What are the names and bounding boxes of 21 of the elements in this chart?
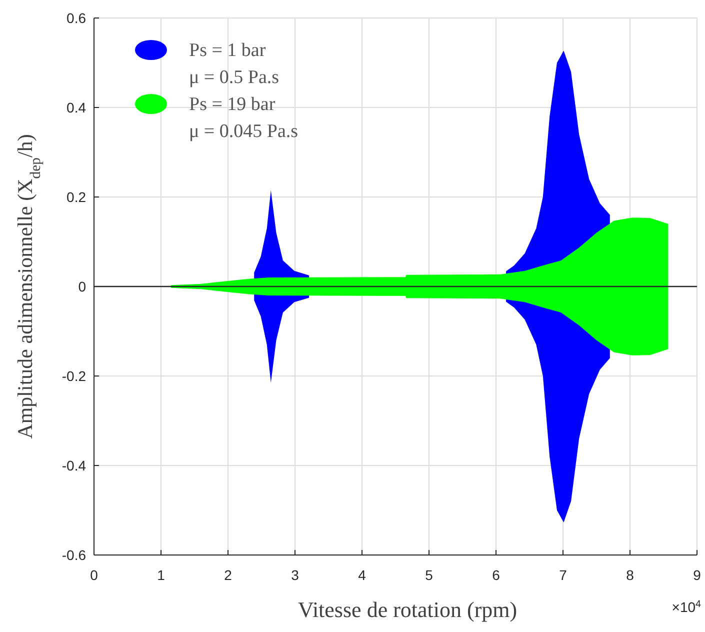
legend-label: Ps = 19 bar μ = 0.045 Pa.s (189, 94, 298, 142)
y-tick-label: -0.4 (62, 458, 86, 474)
x-tick-label: 8 (626, 567, 634, 583)
y-tick-label: 0 (78, 278, 86, 294)
x-tick-label: 2 (224, 567, 232, 583)
y-tick-label: -0.2 (62, 368, 86, 384)
x-tick-label: 1 (157, 567, 166, 583)
x-tick-label: 0 (90, 567, 98, 583)
y-tick-label: 0.6 (66, 10, 86, 26)
legend-label: Ps = 1 bar μ = 0.5 Pa.s (189, 40, 280, 88)
x-tick-label: 9 (693, 567, 702, 583)
x-tick-label: 5 (425, 567, 434, 583)
y-tick-label: 0.4 (66, 100, 86, 116)
text: ×10$^{4}$ (672, 598, 702, 615)
y-tick-label: -0.6 (62, 547, 86, 563)
x-tick-label: 3 (291, 567, 300, 583)
y-tick-label: 0.2 (66, 189, 86, 205)
x-axis-title: Vitesse de rotation (rpm) (298, 597, 518, 622)
x-tick-label: 4 (358, 567, 366, 583)
x-tick-label: 7 (559, 567, 568, 583)
x-tick-label: 6 (492, 567, 500, 583)
